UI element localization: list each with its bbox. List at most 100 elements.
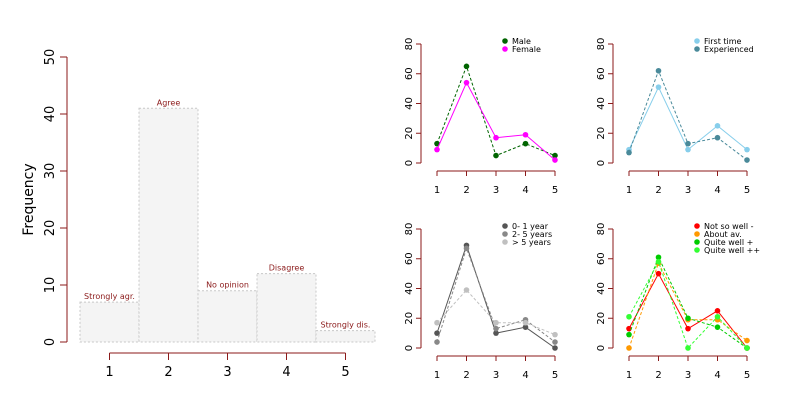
data-point [552,331,558,338]
data-point [685,325,691,332]
bar [79,301,140,343]
x-tick-label: 4 [282,365,290,380]
x-tick-label: 4 [714,185,720,196]
data-point [714,313,721,320]
data-point [552,339,558,345]
x-tick-label: 1 [626,185,632,196]
bar-label: Strongly dis. [321,321,371,330]
y-tick-label: 20 [404,312,415,325]
y-tick-label: 30 [43,163,58,180]
bar-label: Agree [157,98,181,107]
data-point [434,319,440,326]
series-line [628,260,748,349]
data-point [434,146,440,153]
data-point [522,140,529,147]
data-point [714,324,721,330]
x-tick-label: 5 [341,365,349,380]
data-point [493,152,499,159]
y-tick-label: 80 [404,38,415,51]
bar-label: Disagree [269,264,305,273]
x-tick-label: 3 [493,370,499,381]
series-line [436,246,556,343]
data-point [463,79,470,86]
y-tick-label: 40 [404,282,415,295]
legend-label: 0- 1 year [512,222,549,231]
y-tick-label: 0 [404,160,415,166]
bar-label: No opinion [206,281,249,290]
y-tick-label: 0 [43,338,58,346]
legend-label: > 5 years [512,238,551,247]
data-point [493,325,499,332]
legend-marker [694,247,700,253]
y-tick-label: 20 [43,220,58,237]
data-point [655,258,662,265]
data-point [685,146,691,153]
bars: Strongly agr. Agree No opinion Disagree Stro… [79,98,376,343]
bar-chart: Frequency 0 10 20 30 40 50 1 2 3 4 5 Strongly agr… [21,49,376,380]
data-point [493,134,499,141]
x-tick-label: 3 [685,185,691,196]
y-tick-label: 80 [596,38,607,51]
series-line [436,64,556,157]
series-line [628,256,748,349]
data-point [655,270,662,277]
data-point [714,134,721,141]
legend-marker [694,38,700,44]
y-tick-label: 50 [43,49,58,66]
bar [138,107,199,343]
x-tick-label: 2 [655,370,661,381]
y-tick-label: 60 [404,252,415,265]
data-point [463,287,470,293]
x-tick-label: 5 [744,185,750,196]
data-point [522,319,529,326]
data-point [463,63,470,70]
x-tick-label: 2 [655,185,661,196]
x-tick-label: 1 [434,185,440,196]
y-tick-label: 80 [404,223,415,236]
data-point [744,157,750,163]
legend-marker [502,239,508,245]
x-tick-label: 4 [522,185,528,196]
bar-label: Strongly agr. [84,292,135,301]
data-point [522,131,529,138]
legend-marker [502,46,508,52]
data-point [714,308,721,314]
y-tick-label: 20 [596,312,607,325]
data-point [463,245,470,252]
data-point [493,319,499,326]
legend-marker [694,223,700,229]
data-point [434,330,440,336]
data-point [552,152,558,159]
legend-label: Male [512,37,531,46]
data-point [685,345,691,351]
y-tick-label: 60 [404,67,415,80]
y-tick-label: 20 [404,127,415,140]
x-tick-label: 5 [552,370,558,381]
data-point [552,157,558,163]
y-tick-label: 0 [404,345,415,351]
data-point [434,140,440,147]
y-tick-label: 80 [596,223,607,236]
y-axis: 0 10 20 30 40 50 [43,49,68,346]
x-tick-label: 1 [626,370,632,381]
x-tick-label: 5 [552,185,558,196]
bar [256,273,317,343]
x-axis: 1 2 3 4 5 [105,352,350,380]
x-tick-label: 1 [434,370,440,381]
y-tick-label: 60 [596,67,607,80]
y-tick-label: 60 [596,252,607,265]
data-point [626,345,632,351]
data-point [434,339,440,345]
x-tick-label: 2 [463,370,469,381]
data-point [685,315,691,322]
legend-label: Female [512,45,541,54]
legend-label: Quite well ++ [704,246,760,255]
legend-marker [694,239,700,245]
series-line [628,85,748,151]
x-tick-label: 2 [164,365,172,380]
x-tick-label: 3 [493,185,499,196]
legend-label: Quite well + [704,238,753,247]
